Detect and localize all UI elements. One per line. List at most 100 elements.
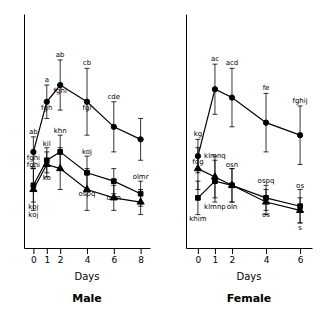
x-tick-mark: [300, 248, 301, 254]
point: [228, 181, 235, 187]
point: [57, 164, 64, 170]
point-label: fghi: [27, 161, 40, 169]
error-bar: [264, 93, 269, 151]
error-bar: [58, 60, 63, 110]
x-tick-mark: [33, 248, 34, 254]
x-tick: 2: [58, 248, 64, 265]
point-label: olmr: [133, 173, 149, 181]
point-label: cde: [108, 93, 121, 101]
point: [111, 179, 116, 184]
point-label: osm: [106, 194, 121, 202]
point-label: klmnp: [204, 203, 226, 211]
point-label: fghij: [292, 97, 307, 105]
x-tick: 8: [138, 248, 144, 265]
x-tick-label: 0: [196, 255, 202, 265]
x-tick-mark: [198, 248, 199, 254]
point-label: os: [296, 182, 304, 190]
point-label: os: [262, 211, 270, 219]
chart-svg: 012468abaabcbcdefghifghfghifgikilkhnkojo…: [0, 0, 320, 320]
y-axis: [24, 15, 25, 249]
point-label: ospq: [79, 190, 96, 198]
point-label: s: [298, 224, 302, 232]
point-label: koj: [28, 203, 38, 211]
y-axis-line: [186, 15, 187, 249]
point-label: ab: [29, 128, 38, 136]
point: [137, 198, 144, 204]
x-tick: 1: [44, 248, 50, 265]
x-tick-label: 4: [85, 255, 91, 265]
x-tick: 2: [230, 248, 236, 265]
x-tick-mark: [87, 248, 88, 254]
x-axis: 0 1 2 4 6: [187, 248, 313, 265]
point: [229, 95, 234, 100]
point: [297, 133, 302, 138]
x-tick-mark: [114, 248, 115, 254]
series-line: [198, 89, 300, 156]
x-tick-label: 6: [111, 255, 117, 265]
x-tick-mark: [232, 248, 233, 254]
x-axis-line: [187, 248, 313, 249]
plot-area: [194, 64, 303, 223]
x-tick-label: 2: [58, 255, 64, 265]
x-tick-mark: [215, 248, 216, 254]
x-axis: 012 4 6 8: [25, 248, 151, 265]
x-tick-label: 8: [138, 255, 144, 265]
point: [43, 160, 50, 166]
series-line: [198, 169, 300, 211]
panel: 012468abaabcbcdefghifghfghifgikilkhnkojo…: [25, 15, 151, 306]
x-tick-mark: [60, 248, 61, 254]
point-label: fdg: [192, 158, 203, 166]
point: [297, 206, 304, 212]
x-tick-label: 2: [230, 255, 236, 265]
x-tick: 6: [298, 248, 304, 265]
point: [196, 196, 201, 201]
x-axis-title: Days: [237, 271, 262, 282]
point: [212, 87, 217, 92]
point-label: fgi: [83, 104, 92, 112]
point-label: klmnq: [204, 152, 226, 160]
error-bar: [229, 68, 234, 127]
point-label: fe: [263, 84, 270, 92]
error-bar: [298, 106, 303, 165]
point: [262, 198, 269, 204]
point-label: cb: [83, 59, 92, 67]
x-tick: 6: [111, 248, 117, 265]
point-label: osn: [226, 161, 238, 169]
x-tick-mark: [141, 248, 142, 254]
point: [263, 120, 268, 125]
x-tick: 4: [85, 248, 91, 265]
annotations: kgacacdfefghijfdgklmnqosnospqoskhimklmnp…: [189, 55, 307, 232]
x-tick: 1: [213, 248, 219, 265]
point-label: oln: [227, 203, 238, 211]
point: [111, 124, 116, 129]
annotations: abaabcbcdefghifghfghifgikilkhnkojolmrkoj…: [27, 51, 149, 219]
point-label: ac: [211, 55, 219, 63]
error-bar: [85, 68, 90, 135]
error-bar: [44, 85, 49, 118]
x-tick: 4: [264, 248, 270, 265]
panel-title: Male: [72, 292, 102, 305]
y-axis: [186, 15, 187, 249]
point-label: koj: [28, 211, 38, 219]
point-label: khim: [189, 215, 206, 223]
panel-title: Female: [227, 292, 272, 305]
error-bar: [212, 64, 217, 114]
point-label: ospq: [258, 177, 275, 185]
point-label: fghi: [54, 87, 67, 95]
error-bar: [111, 102, 116, 152]
point-label: koj: [82, 148, 92, 156]
error-bar: [138, 118, 143, 160]
panel: 01246kgacacdfefghijfdgklmnqosnospqoskhim…: [187, 15, 313, 306]
x-tick-label: 1: [213, 255, 219, 265]
x-tick: 0: [31, 248, 37, 265]
point-label: kg: [194, 130, 203, 138]
point: [30, 185, 37, 191]
point-label: khn: [54, 127, 67, 135]
x-tick-label: 0: [31, 255, 37, 265]
point: [138, 137, 143, 142]
x-tick-mark: [266, 248, 267, 254]
point-label: a: [45, 76, 49, 84]
x-tick: 0: [196, 248, 202, 265]
x-tick-label: 4: [264, 255, 270, 265]
point-label: ab: [56, 51, 65, 59]
